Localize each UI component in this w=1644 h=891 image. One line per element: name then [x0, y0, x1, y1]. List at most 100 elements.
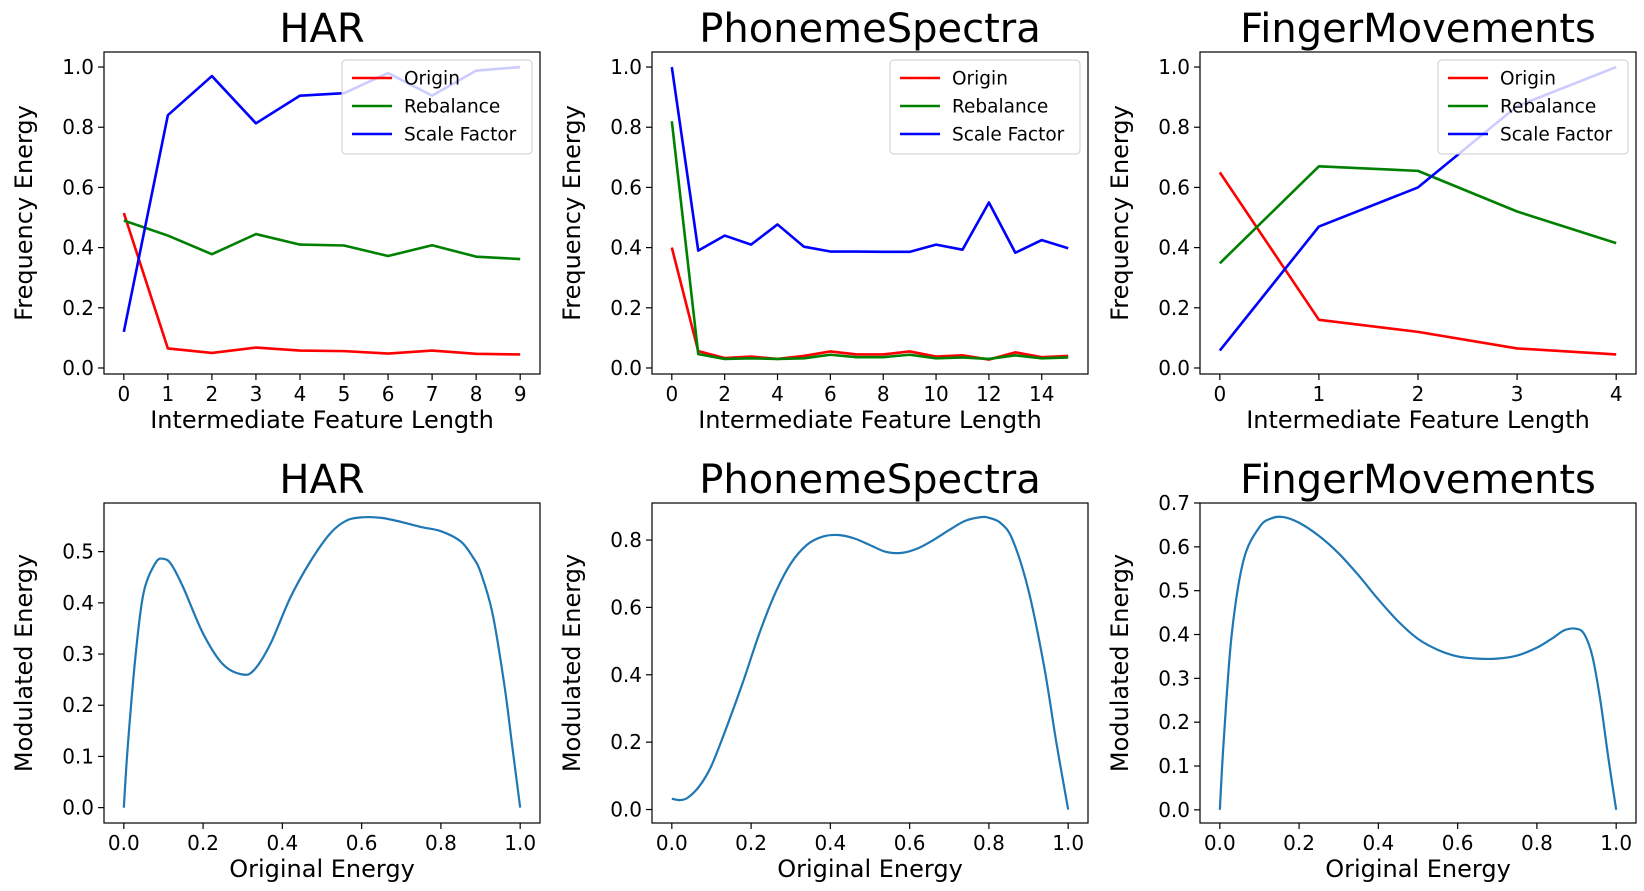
y-tick-label: 0.4: [1158, 623, 1190, 647]
x-tick-label: 14: [1029, 382, 1054, 406]
y-tick-label: 0.2: [610, 730, 642, 754]
x-tick-label: 0.6: [894, 831, 926, 855]
axes-frame: [103, 502, 541, 824]
x-tick-label: 0.6: [1442, 831, 1474, 855]
x-axis-label: Intermediate Feature Length: [1246, 406, 1590, 434]
x-axis-label: Original Energy: [777, 855, 963, 883]
x-tick-label: 2: [718, 382, 731, 406]
chart-title: FingerMovements: [1240, 6, 1596, 52]
series-line: [122, 515, 522, 808]
x-tick-label: 0.0: [108, 831, 140, 855]
chart-panel: PhonemeSpectra 0.0 0.2 0.4 0.6 0.8 1.0 0.0 0.2 0.…: [558, 457, 1089, 883]
legend-box: [1437, 59, 1629, 155]
x-tick-label: 0.8: [1521, 831, 1553, 855]
x-tick-label: 1.0: [1052, 831, 1084, 855]
y-tick-label: 0.0: [62, 796, 94, 820]
legend-box: [341, 59, 533, 155]
y-tick-label: 0.4: [62, 236, 94, 260]
y-tick-label: 0.0: [62, 356, 94, 380]
chart-panel: HAR 0 1 2 3 4 5 6 7 8 9 0.0 0.2 0.4 0.6 0.8 1.0 Intermedi…: [10, 6, 541, 434]
y-tick-label: 0.4: [62, 591, 94, 615]
y-axis-label: Frequency Energy: [10, 105, 38, 321]
legend-label: Origin: [404, 69, 460, 90]
chart-title: PhonemeSpectra: [699, 6, 1041, 52]
y-axis-label: Modulated Energy: [558, 554, 586, 772]
chart-title: HAR: [279, 457, 364, 503]
chart-panel: FingerMovements 0.0 0.2 0.4 0.6 0.8 1.0 0.0 0.1 0…: [1106, 457, 1637, 883]
legend-label: Rebalance: [952, 97, 1048, 118]
legend-label: Scale Factor: [952, 125, 1065, 146]
x-tick-label: 2: [206, 382, 219, 406]
legend-label: Rebalance: [1500, 97, 1596, 118]
axes-frame: [1199, 51, 1637, 375]
x-tick-label: 0.4: [266, 831, 298, 855]
y-tick-label: 0.1: [62, 744, 94, 768]
y-tick-label: 0.5: [62, 540, 94, 564]
series-line: [123, 219, 521, 261]
x-tick-label: 0: [665, 382, 678, 406]
y-tick-label: 0.6: [62, 175, 94, 199]
chart-title: PhonemeSpectra: [699, 457, 1041, 503]
legend-label: Scale Factor: [1500, 125, 1613, 146]
x-tick-label: 8: [877, 382, 890, 406]
axes-frame: [103, 51, 541, 375]
y-tick-label: 1.0: [1158, 55, 1190, 79]
y-tick-label: 1.0: [62, 55, 94, 79]
x-tick-label: 1: [161, 382, 174, 406]
x-tick-label: 0.2: [1283, 831, 1315, 855]
y-tick-label: 1.0: [610, 55, 642, 79]
x-axis-label: Original Energy: [1325, 855, 1511, 883]
chart-panel: FingerMovements 0 1 2 3 4 0.0 0.2 0.4 0.6 0.8 1.0 In…: [1106, 6, 1637, 434]
x-tick-label: 0.2: [187, 831, 219, 855]
y-tick-label: 0.3: [62, 642, 94, 666]
series-line: [670, 121, 1069, 361]
x-tick-label: 1.0: [504, 831, 536, 855]
chart-panel: PhonemeSpectra 0 2 4 6 8 10 12 14 0.0 0.2 0.4 0.6 0.8…: [558, 6, 1089, 434]
chart-panel: HAR 0.0 0.2 0.4 0.6 0.8 1.0 0.0 0.1 0.2 0.3 0.4 0.5 O…: [10, 457, 541, 883]
y-tick-label: 0.1: [1158, 754, 1190, 778]
x-tick-label: 1: [1313, 382, 1326, 406]
y-tick-label: 0.0: [610, 356, 642, 380]
x-tick-label: 1.0: [1600, 831, 1632, 855]
x-tick-label: 0.0: [1204, 831, 1236, 855]
y-tick-label: 0.0: [610, 798, 642, 822]
legend-label: Scale Factor: [404, 125, 517, 146]
series-line: [670, 247, 1069, 361]
y-tick-label: 0.8: [610, 115, 642, 139]
x-axis-label: Intermediate Feature Length: [150, 406, 494, 434]
x-tick-label: 0.8: [973, 831, 1005, 855]
y-tick-label: 0.8: [62, 115, 94, 139]
x-tick-label: 0.4: [814, 831, 846, 855]
x-tick-label: 3: [1511, 382, 1524, 406]
x-tick-label: 9: [514, 382, 527, 406]
y-axis-label: Frequency Energy: [558, 105, 586, 321]
axes-frame: [651, 502, 1089, 824]
chart-title: HAR: [279, 6, 364, 52]
series-line: [122, 212, 521, 356]
x-tick-label: 4: [1610, 382, 1623, 406]
y-tick-label: 0.6: [610, 175, 642, 199]
y-tick-label: 0.2: [1158, 296, 1190, 320]
x-tick-label: 6: [824, 382, 837, 406]
x-tick-label: 5: [338, 382, 351, 406]
chart-title: FingerMovements: [1240, 457, 1596, 503]
x-axis-label: Intermediate Feature Length: [698, 406, 1042, 434]
x-tick-label: 2: [1412, 382, 1425, 406]
x-axis-label: Original Energy: [229, 855, 415, 883]
series-line: [671, 515, 1070, 810]
x-tick-label: 8: [470, 382, 483, 406]
legend-label: Origin: [952, 69, 1008, 90]
x-tick-label: 4: [294, 382, 307, 406]
x-tick-label: 10: [923, 382, 948, 406]
legend-box: [889, 59, 1081, 155]
y-tick-label: 0.0: [1158, 356, 1190, 380]
x-tick-label: 7: [426, 382, 439, 406]
y-tick-label: 0.5: [1158, 579, 1190, 603]
y-tick-label: 0.4: [1158, 236, 1190, 260]
y-tick-label: 0.2: [610, 296, 642, 320]
y-tick-label: 0.8: [1158, 115, 1190, 139]
x-tick-label: 0.6: [346, 831, 378, 855]
x-tick-label: 12: [976, 382, 1001, 406]
legend-label: Rebalance: [404, 97, 500, 118]
